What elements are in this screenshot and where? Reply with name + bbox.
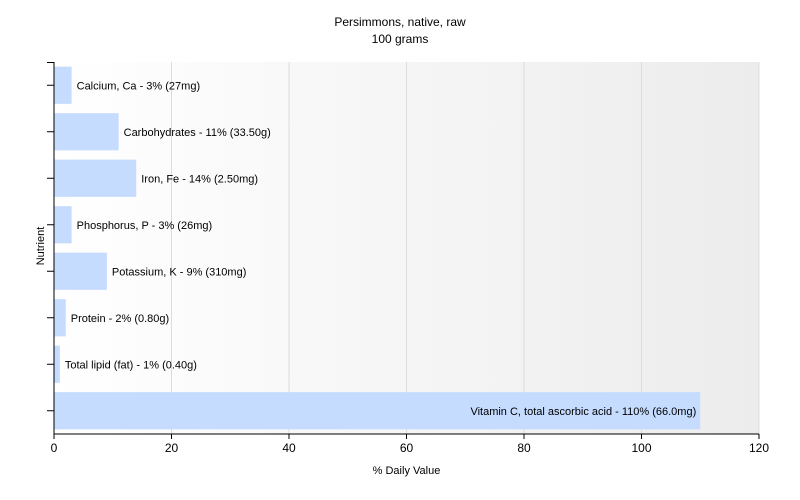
x-tick-label: 40: [282, 441, 296, 455]
bar: [54, 392, 701, 430]
chart-title: Persimmons, native, raw: [334, 15, 466, 29]
bar-label: Total lipid (fat) - 1% (0.40g): [65, 359, 197, 371]
x-tick-label: 100: [631, 441, 651, 455]
bar: [54, 206, 72, 244]
x-tick-label: 20: [165, 441, 179, 455]
bar: [54, 66, 72, 104]
bar: [54, 252, 107, 290]
bar-label: Vitamin C, total ascorbic acid - 110% (6…: [470, 406, 696, 418]
bar: [54, 299, 66, 337]
bar-label: Iron, Fe - 14% (2.50mg): [141, 173, 258, 185]
chart-subtitle: 100 grams: [371, 32, 429, 46]
bar-label: Calcium, Ca - 3% (27mg): [77, 80, 200, 92]
bar-label: Carbohydrates - 11% (33.50g): [124, 127, 271, 139]
x-tick-label: 60: [400, 441, 414, 455]
bar: [54, 113, 119, 151]
bar-label: Protein - 2% (0.80g): [71, 313, 169, 325]
bar-label: Phosphorus, P - 3% (26mg): [77, 220, 213, 232]
bar: [54, 159, 137, 197]
bar: [54, 345, 60, 383]
x-tick-label: 80: [517, 441, 531, 455]
x-tick-label: 120: [749, 441, 769, 455]
y-axis-label: Nutrient: [35, 226, 47, 266]
x-axis-label: % Daily Value: [372, 465, 441, 477]
x-tick-label: 0: [51, 441, 58, 455]
bar-label: Potassium, K - 9% (310mg): [112, 266, 247, 278]
